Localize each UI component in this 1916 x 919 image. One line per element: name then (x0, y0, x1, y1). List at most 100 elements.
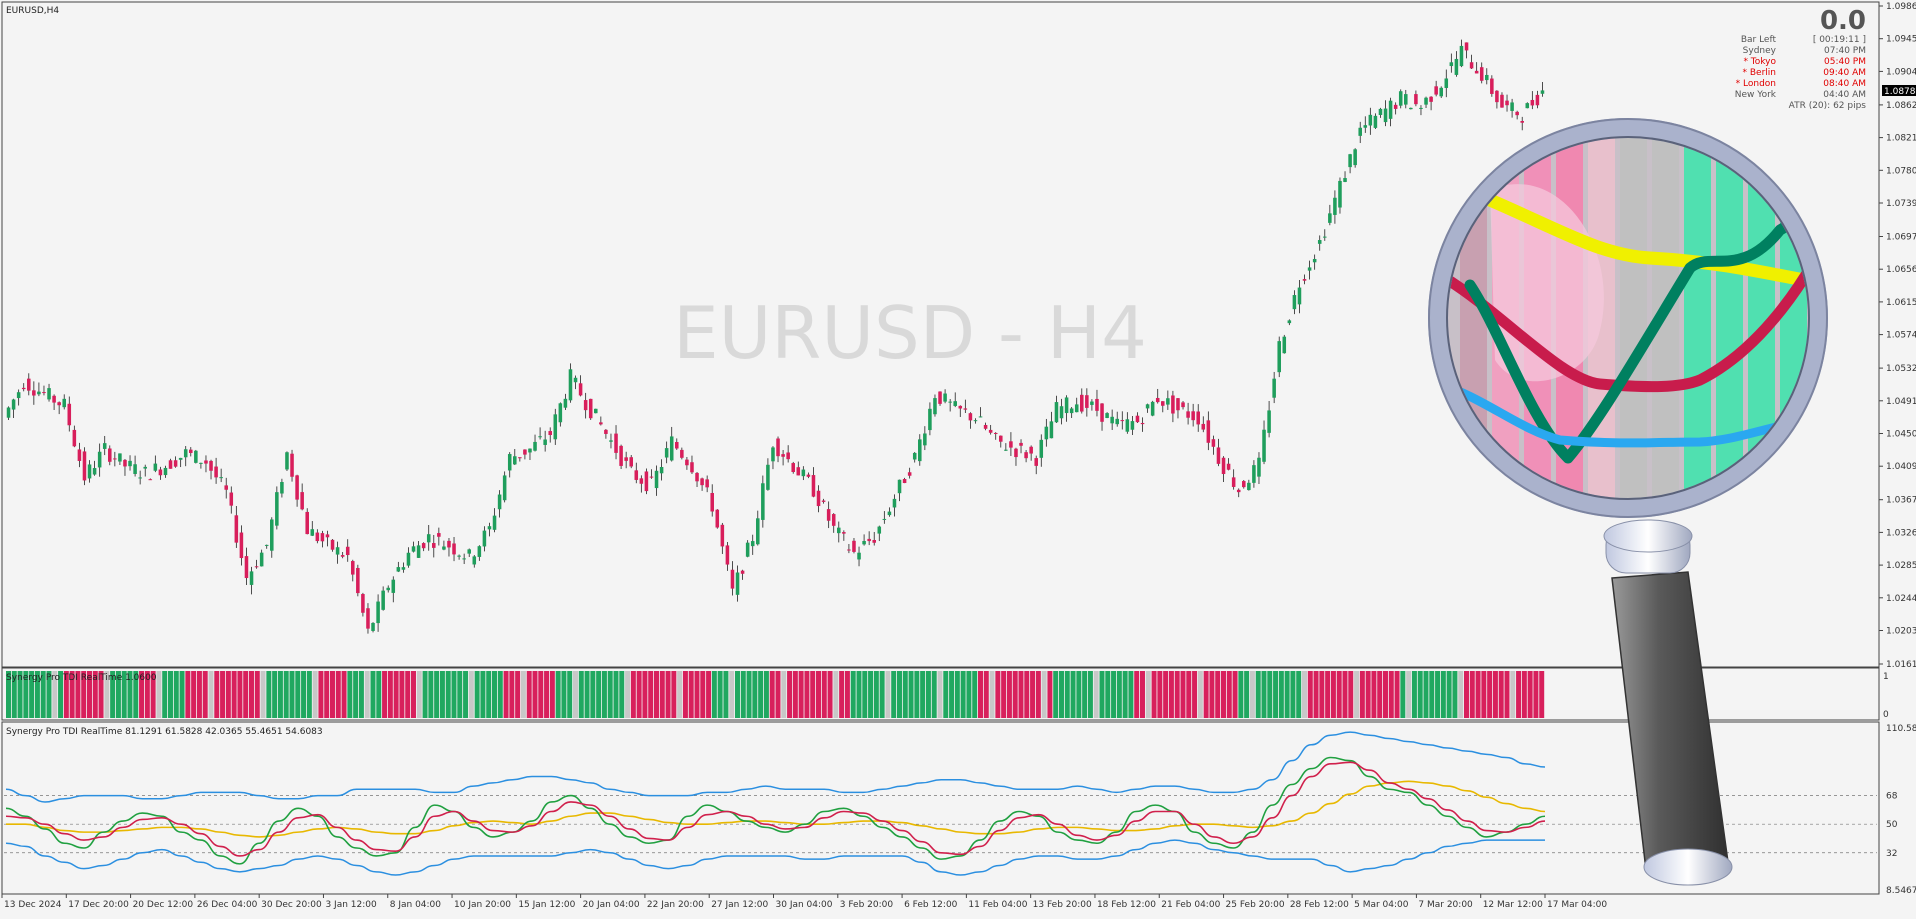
price-tick-label: 1.02030 (1886, 627, 1916, 637)
price-tick-label: 1.02850 (1886, 561, 1916, 571)
candle-body (791, 463, 795, 473)
histogram-bar (411, 671, 416, 718)
histogram-bar (1307, 671, 1313, 718)
candle-body (158, 469, 163, 476)
histogram-bar (1001, 671, 1007, 718)
candle-body (351, 561, 355, 575)
price-tick-label: 1.04910 (1886, 397, 1916, 407)
histogram-bar (1394, 671, 1400, 718)
histogram-bar (659, 671, 665, 718)
histogram-bar (1209, 671, 1215, 718)
histogram-bar (561, 671, 567, 718)
current-price-label: 1.08787 (1884, 87, 1916, 97)
histogram-bar (451, 671, 457, 718)
candle-body (330, 539, 335, 550)
histogram-bar (925, 671, 931, 718)
candle-body (938, 391, 942, 404)
histogram-bar (1302, 671, 1307, 718)
candle-body (259, 552, 264, 567)
histogram-bar (677, 671, 683, 718)
candle-body (1495, 90, 1499, 103)
histogram-bar (735, 671, 740, 718)
price-tick-label: 1.07800 (1886, 166, 1916, 176)
histogram-bar (885, 671, 891, 718)
candle-body (872, 540, 876, 543)
histogram-bar (214, 671, 220, 718)
candle-body (1287, 320, 1292, 324)
candle-body (108, 448, 112, 462)
candle-body (1449, 62, 1454, 67)
candle-body (588, 398, 593, 419)
candle-body (1135, 415, 1140, 423)
candle-body (173, 460, 178, 467)
candle-body (1044, 426, 1049, 440)
time-tick-label: 10 Jan 20:00 (454, 900, 511, 910)
candle-body (1186, 411, 1190, 418)
candle-body (452, 543, 456, 555)
histogram-bar (891, 671, 897, 718)
histogram-bar (1244, 671, 1250, 718)
candle-body (1328, 213, 1332, 223)
histogram-bar (1498, 671, 1504, 718)
time-tick-label: 17 Mar 04:00 (1547, 900, 1607, 910)
candle-body (958, 405, 963, 409)
histogram-bar (364, 671, 370, 718)
candle-body (700, 478, 704, 486)
histogram-bar (573, 671, 578, 718)
candle-body (396, 567, 401, 572)
price-tick-label: 1.05740 (1886, 331, 1916, 341)
candle-body (391, 579, 396, 593)
info-row-value: 07:40 PM (1824, 46, 1866, 56)
candle-body (1004, 449, 1008, 451)
candle-body (553, 414, 558, 440)
candle-body (1252, 465, 1256, 483)
histogram-bar (17, 671, 23, 718)
candle-body (831, 514, 836, 526)
histogram-bar (902, 671, 908, 718)
info-row-label: Sydney (1743, 46, 1777, 56)
histogram-bar (717, 671, 723, 718)
tdi-axis: 110.5869 68 50 32 8.5467 (1886, 724, 1916, 896)
histogram-bar (358, 671, 364, 718)
histogram-bar (150, 671, 156, 718)
tdi-rsi-fast-line (5, 756, 1546, 865)
histogram-bar (937, 671, 943, 718)
histogram-bar (1024, 671, 1030, 718)
candle-body (963, 408, 968, 410)
histogram-bar (439, 671, 445, 718)
candle-body (513, 456, 517, 465)
histogram-bar (225, 671, 231, 718)
candle-body (695, 472, 699, 482)
candle-body (234, 515, 239, 543)
histogram-bar (827, 671, 833, 718)
histogram-bar (1510, 671, 1516, 718)
watermark: EURUSD - H4 (673, 291, 1147, 375)
candle-body (993, 432, 998, 434)
candle-body (715, 509, 720, 528)
histogram-bar (931, 671, 937, 718)
candle-body (745, 542, 750, 557)
histogram-bar (40, 671, 46, 718)
candle-body (1069, 408, 1074, 414)
histogram-bar (243, 671, 249, 718)
candle-body (988, 429, 993, 433)
histogram-bar (532, 671, 538, 718)
histogram-bar (1053, 671, 1059, 718)
histogram-bar (642, 671, 648, 718)
tdi-panel[interactable] (1, 721, 1880, 895)
candle-body (649, 476, 654, 478)
histogram-bar (110, 671, 116, 718)
candle-body (1009, 441, 1013, 448)
histogram-bar (1197, 671, 1203, 718)
candle-body (310, 529, 315, 536)
histogram-bar (758, 671, 764, 718)
candle-body (325, 534, 330, 538)
time-tick-label: 7 Mar 20:00 (1418, 900, 1473, 910)
histogram-bar (104, 671, 110, 718)
candle-body (1409, 107, 1413, 110)
candle-body (1095, 398, 1099, 411)
histogram-bar (376, 671, 382, 718)
histogram-bar (480, 671, 486, 718)
histogram-bar (868, 671, 874, 718)
price-tick-label: 1.07390 (1886, 199, 1916, 209)
